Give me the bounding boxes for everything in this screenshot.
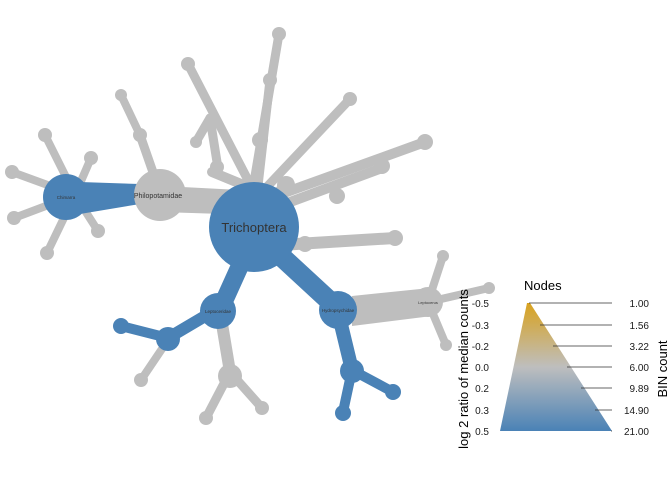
label-trichoptera: Trichoptera [221, 220, 287, 235]
tree-nodes [5, 27, 495, 425]
right-tick-label: 1.56 [630, 321, 650, 332]
edge [253, 75, 275, 191]
tree-node [115, 89, 127, 101]
edge [265, 137, 430, 203]
tree-node [277, 176, 295, 194]
tree-labels: Trichoptera Philopotamidae Chimarra Lept… [57, 193, 438, 314]
tree-node [113, 318, 129, 334]
right-tick-label: 1.00 [630, 299, 650, 310]
edge [117, 91, 144, 139]
tree-node [272, 27, 286, 41]
tree-node [199, 411, 213, 425]
tree-node-leptocerus [413, 287, 443, 317]
tree-node [133, 128, 147, 142]
tree-node [84, 151, 98, 165]
tree-node [263, 73, 277, 87]
edge [207, 167, 251, 191]
edge [183, 59, 255, 189]
tree-node [252, 132, 268, 148]
label-leptoceridae: Leptoceridae [205, 309, 232, 314]
tree-node [437, 250, 449, 262]
legend-color-wedge [500, 303, 612, 431]
right-tick-label: 9.89 [630, 384, 650, 395]
left-tick-label: 0.2 [475, 384, 489, 395]
label-leptocerus: Leptocerus [418, 300, 438, 305]
tree-node [40, 246, 54, 260]
tree-node [5, 165, 19, 179]
label-hydropsychidae: Hydropsychidae [322, 308, 355, 313]
edge-hydropsychidae-grey [352, 288, 432, 326]
legend-left-ticks: -0.5 -0.3 -0.2 0.0 0.2 0.3 0.5 [472, 299, 490, 438]
left-tick-label: -0.2 [472, 342, 490, 353]
tree-node [218, 364, 242, 388]
left-tick-label: 0.0 [475, 363, 489, 374]
legend-title: Nodes [524, 278, 562, 293]
legend-right-axis-title: BIN count [655, 340, 670, 397]
left-tick-label: 0.3 [475, 406, 489, 417]
tree-node [255, 401, 269, 415]
tree-node [374, 158, 390, 174]
legend-left-axis-title: log 2 ratio of median counts [456, 289, 471, 449]
edge-philopotamidae-chimarra [80, 182, 140, 214]
tree-node [343, 92, 357, 106]
edge [259, 94, 355, 195]
right-tick-label: 21.00 [624, 427, 649, 438]
left-tick-label: -0.5 [472, 299, 490, 310]
tree-node-hydropsychidae [319, 291, 357, 329]
tree-node [190, 136, 202, 148]
tree-node [38, 128, 52, 142]
left-tick-label: -0.3 [472, 321, 490, 332]
tree-node-leptoceridae [200, 293, 236, 329]
tree-node [387, 230, 403, 246]
tree-node [385, 384, 401, 400]
label-chimarra: Chimarra [57, 195, 76, 200]
edge [205, 113, 222, 167]
tree-node [417, 134, 433, 150]
legend: Nodes -0.5 -0.3 -0.2 0.0 0.2 0.3 0.5 1.0… [456, 278, 670, 449]
right-tick-label: 6.00 [630, 363, 650, 374]
tree-node [440, 339, 452, 351]
legend-tick-lines [529, 302, 612, 432]
tree-node-chimarra [43, 174, 89, 220]
tree-node [483, 282, 495, 294]
tree-node [335, 405, 351, 421]
edge [269, 163, 387, 213]
tree-node [329, 188, 345, 204]
tree-node [91, 224, 105, 238]
tree-node [181, 57, 195, 71]
left-tick-label: 0.5 [475, 427, 489, 438]
label-philopotamidae: Philopotamidae [134, 193, 182, 200]
right-tick-label: 14.90 [624, 406, 649, 417]
tree-node-trichoptera [209, 182, 299, 272]
tree-node-philopotamidae [134, 169, 186, 221]
legend-right-ticks: 1.00 1.56 3.22 6.00 9.89 14.90 21.00 [624, 299, 649, 438]
tree-node [7, 211, 21, 225]
tree-node [340, 359, 364, 383]
tree-node [210, 160, 224, 174]
tree-node [156, 327, 180, 351]
tree-node [297, 236, 313, 252]
right-tick-label: 3.22 [630, 342, 650, 353]
tree-node [134, 373, 148, 387]
